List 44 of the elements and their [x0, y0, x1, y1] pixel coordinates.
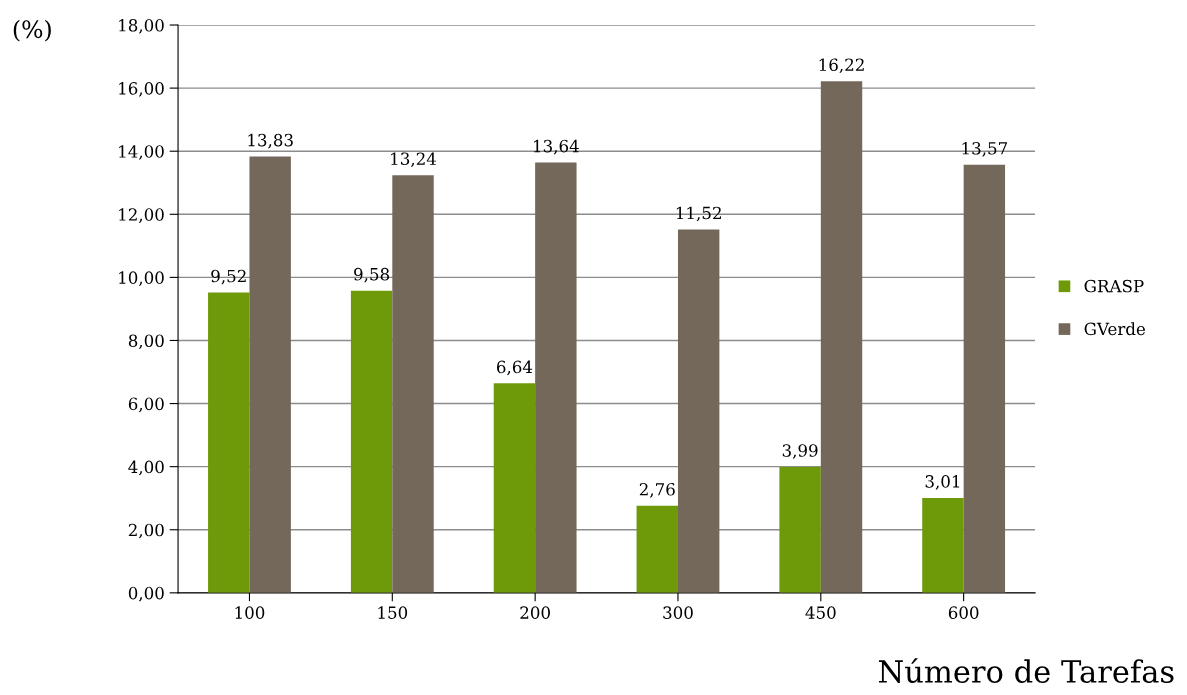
y-tick-label: 0,00: [128, 586, 164, 602]
y-tick-label: 18,00: [119, 18, 164, 34]
y-tick-label: 16,00: [119, 82, 164, 97]
y-axis-title: (%): [13, 19, 51, 42]
data-label: 9,58: [354, 267, 390, 283]
x-tick-label: 300: [663, 606, 693, 619]
x-axis-title: Número de Tarefas: [878, 658, 1174, 684]
bar: [922, 497, 964, 593]
bar: [249, 156, 291, 593]
y-tick-label: 12,00: [119, 208, 164, 223]
bar: [636, 505, 678, 593]
x-tick-label: 100: [235, 606, 265, 619]
data-label: 13,57: [962, 141, 1008, 157]
bar: [677, 229, 720, 593]
bar: [963, 164, 1006, 593]
bar: [779, 466, 821, 593]
bar: [392, 175, 434, 593]
bar: [820, 81, 863, 593]
data-label: 16,22: [819, 58, 864, 74]
data-label: 13,24: [391, 152, 437, 168]
y-tick-label: 6,00: [128, 397, 164, 413]
data-label: 3,01: [925, 475, 960, 490]
y-tick-label: 10,00: [119, 271, 164, 286]
x-tick-label: 200: [520, 606, 550, 619]
x-tick-label: 600: [948, 606, 979, 619]
data-label: 6,64: [496, 360, 533, 376]
bar: [493, 383, 536, 593]
data-label: 3,99: [782, 444, 818, 459]
y-tick-label: 8,00: [128, 334, 164, 350]
x-tick-label: 450: [805, 606, 836, 619]
data-label: 13,64: [534, 139, 579, 155]
y-tick-label: 2,00: [128, 523, 164, 539]
bar: [208, 292, 250, 593]
data-label: 13,83: [248, 133, 293, 149]
data-label: 2,76: [639, 482, 675, 498]
x-tick-label: 150: [378, 606, 408, 619]
y-tick-label: 4,00: [128, 460, 164, 476]
legend-label: GRASP: [1084, 279, 1144, 293]
data-label: 9,52: [211, 269, 246, 285]
data-label: 11,52: [676, 206, 721, 222]
legend-label: GVerde: [1084, 322, 1145, 336]
bar: [535, 162, 577, 593]
y-tick-label: 14,00: [119, 145, 164, 160]
bar: [350, 290, 393, 593]
